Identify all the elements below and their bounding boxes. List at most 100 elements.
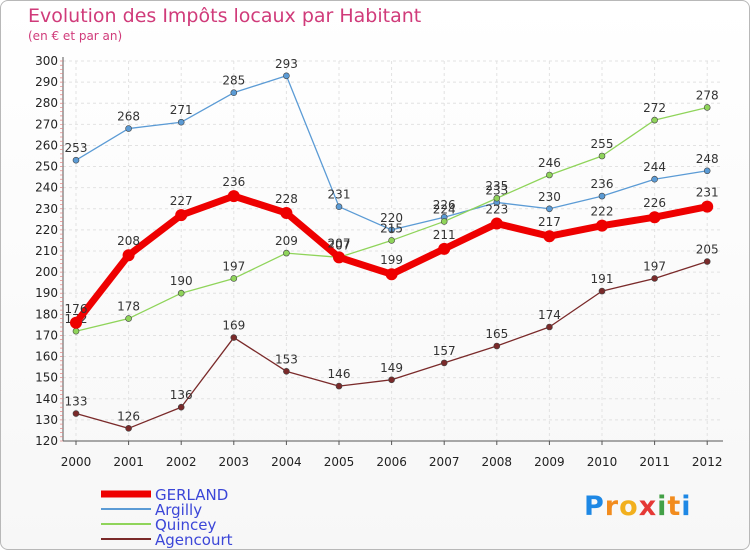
series-quincey: 172178190197209207215224235246255272278 (65, 88, 719, 335)
data-point (283, 368, 290, 375)
data-label: 246 (538, 156, 561, 170)
data-point (598, 287, 606, 295)
x-tick-label: 2001 (113, 455, 144, 469)
legend-label: Agencourt (155, 531, 233, 549)
data-point (701, 200, 714, 213)
data-label: 191 (591, 272, 614, 286)
data-label: 230 (538, 190, 561, 204)
y-tick-label: 280 (35, 96, 58, 110)
proxiti-logo: Proxiti (584, 491, 692, 522)
x-tick-label: 2003 (219, 455, 250, 469)
x-tick-label: 2009 (534, 455, 565, 469)
data-point (543, 230, 556, 243)
logo-letter: o (619, 491, 639, 522)
legend-item-agencourt: Agencourt (101, 531, 233, 549)
data-point (388, 376, 395, 384)
x-tick-label: 2007 (429, 455, 460, 469)
logo-letter: i (681, 491, 692, 522)
chart-title: Evolution des Impôts locaux par Habitant (28, 5, 422, 27)
legend-label: Quincey (155, 516, 216, 534)
data-point (335, 382, 343, 390)
y-tick-label: 130 (35, 413, 58, 427)
data-point (388, 226, 395, 234)
legend-item-gerland: GERLAND (101, 486, 228, 504)
data-label: 231 (328, 188, 351, 202)
data-label: 199 (380, 253, 403, 267)
data-point (280, 207, 293, 219)
y-tick-label: 250 (35, 160, 58, 174)
data-label: 176 (65, 302, 88, 316)
data-label: 126 (117, 409, 140, 423)
data-label: 255 (591, 137, 614, 151)
data-label: 211 (433, 228, 456, 242)
data-point (596, 219, 608, 232)
data-label: 228 (275, 192, 298, 206)
data-label: 165 (485, 327, 508, 341)
data-label: 293 (275, 57, 298, 71)
data-point (703, 167, 711, 175)
data-label: 272 (643, 101, 666, 115)
y-tick-label: 190 (35, 286, 58, 300)
data-label: 231 (696, 186, 719, 200)
data-point (703, 258, 711, 265)
data-point (72, 410, 80, 417)
data-label: 136 (170, 388, 193, 402)
data-point (230, 334, 238, 341)
y-tick-label: 160 (35, 350, 58, 364)
data-point (125, 315, 132, 322)
data-point (122, 249, 135, 262)
logo-letter: P (584, 491, 605, 522)
data-point (72, 156, 80, 164)
data-point (227, 190, 240, 203)
data-point (546, 205, 553, 213)
y-tick-label: 240 (35, 181, 58, 195)
data-point (493, 342, 501, 350)
x-tick-label: 2005 (324, 455, 355, 469)
data-point (283, 72, 290, 80)
y-tick-label: 260 (35, 138, 58, 152)
data-label: 248 (696, 152, 719, 166)
data-label: 236 (222, 175, 245, 189)
data-point (598, 152, 606, 160)
data-label: 227 (170, 194, 193, 208)
data-label: 224 (433, 202, 456, 216)
data-point (490, 217, 503, 230)
data-label: 222 (591, 205, 614, 219)
legend-label: Argilly (155, 501, 202, 519)
y-tick-label: 270 (35, 117, 58, 131)
data-point (438, 242, 451, 255)
data-label: 178 (117, 300, 140, 314)
data-point (177, 289, 185, 297)
data-label: 253 (65, 141, 88, 155)
y-tick-label: 120 (35, 434, 58, 448)
x-tick-label: 2010 (587, 455, 618, 469)
data-label: 226 (643, 196, 666, 210)
series-argilly: 253 268 271 285 293 231 220 226 233 230 236 244 248 (65, 57, 719, 234)
data-point (70, 316, 82, 329)
data-label: 268 (117, 110, 140, 124)
data-label: 217 (538, 215, 561, 229)
x-tick-label: 2006 (376, 455, 407, 469)
legend-item-quincey: Quincey (101, 516, 216, 534)
data-point (177, 118, 185, 126)
data-point (283, 249, 290, 257)
x-tick-label: 2012 (692, 455, 723, 469)
data-point (598, 192, 606, 200)
data-label: 271 (170, 103, 193, 117)
data-label: 153 (275, 352, 298, 366)
data-label: 207 (328, 236, 351, 250)
data-label: 133 (65, 395, 88, 409)
x-tick-label: 2004 (271, 455, 302, 469)
data-point (175, 209, 188, 222)
data-point (177, 403, 185, 411)
y-tick-label: 140 (35, 392, 58, 406)
data-point (385, 268, 398, 281)
data-point (651, 116, 658, 124)
data-label: 169 (222, 319, 245, 333)
x-tick-label: 2011 (639, 455, 670, 469)
data-label: 285 (222, 74, 245, 88)
data-label: 215 (380, 221, 403, 235)
logo-letter: r (604, 491, 620, 522)
y-tick-label: 180 (35, 307, 58, 321)
